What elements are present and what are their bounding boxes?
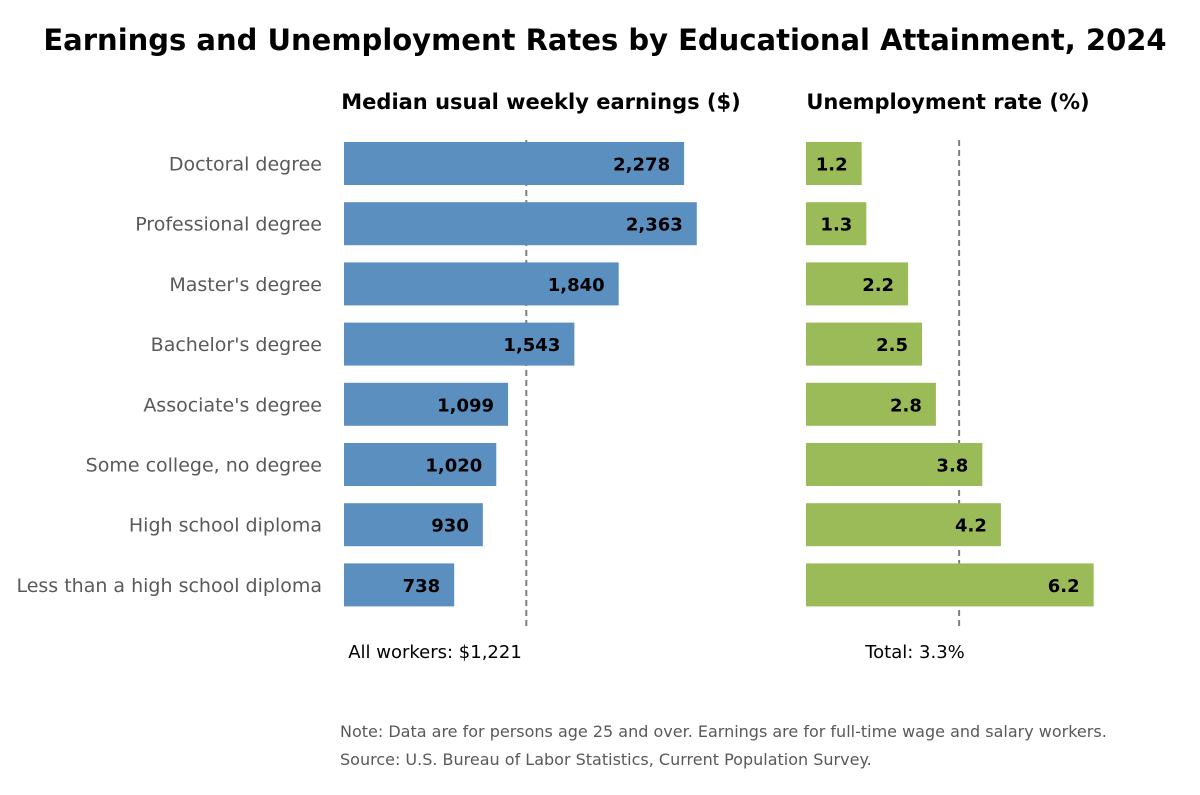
category-label: Some college, no degree [86,455,322,477]
category-label: Doctoral degree [169,154,322,176]
earnings-value-label: 930 [431,516,469,537]
earnings-bar [344,563,455,607]
earnings-bar [344,142,685,185]
chart-title: Earnings and Unemployment Rates by Educa… [43,23,1166,57]
unemployment-reference-label: Total: 3.3% [864,642,965,663]
unemployment-value-label: 2.2 [862,275,894,296]
earnings-reference-label: All workers: $1,221 [348,642,522,663]
unemployment-value-label: 4.2 [955,516,987,537]
unemployment-bar [806,503,1001,547]
earnings-bar [344,382,509,426]
earnings-value-label: 2,278 [613,155,670,176]
unemployment-value-label: 2.8 [890,395,922,416]
category-labels: Doctoral degree Professional degree Master… [16,154,322,597]
category-label: Bachelor's degree [151,334,322,356]
unemployment-value-label: 1.3 [820,215,852,236]
category-label: Less than a high school diploma [16,575,322,597]
unemployment-bar [806,262,909,306]
source-text: Source: U.S. Bureau of Labor Statistics,… [340,750,872,769]
unemployment-value-label: 6.2 [1048,576,1080,597]
unemployment-panel: 1.2 1.3 2.2 2.5 2.8 3.8 4.2 6.2 [806,140,1094,627]
earnings-subtitle: Median usual weekly earnings ($) [341,90,740,114]
unemployment-bar [806,443,983,486]
earnings-value-label: 2,363 [626,215,683,236]
earnings-bar [344,322,575,366]
category-label: Master's degree [169,274,322,296]
unemployment-bar [806,322,922,366]
category-label: High school diploma [129,515,322,537]
earnings-value-label: 1,840 [548,275,605,296]
earnings-bar [344,503,483,547]
earnings-bar [344,443,497,486]
unemployment-subtitle: Unemployment rate (%) [806,90,1089,114]
earnings-value-label: 1,543 [503,335,560,356]
earnings-bar [344,262,619,306]
earnings-bar [344,202,697,246]
earnings-value-label: 738 [403,576,441,597]
earnings-value-label: 1,020 [425,456,482,477]
category-label: Associate's degree [143,394,322,416]
unemployment-value-label: 3.8 [936,456,968,477]
unemployment-bar [806,202,867,246]
category-label: Professional degree [135,214,322,236]
unemployment-value-label: 1.2 [816,155,848,176]
unemployment-bar [806,563,1094,607]
earnings-panel: 2,278 2,363 1,840 1,543 1,099 1,020 930 738 [344,140,697,627]
unemployment-value-label: 2.5 [876,335,908,356]
unemployment-bar [806,382,936,426]
note-text: Note: Data are for persons age 25 and ov… [340,722,1107,741]
earnings-value-label: 1,099 [437,395,494,416]
unemployment-bar [806,142,862,185]
